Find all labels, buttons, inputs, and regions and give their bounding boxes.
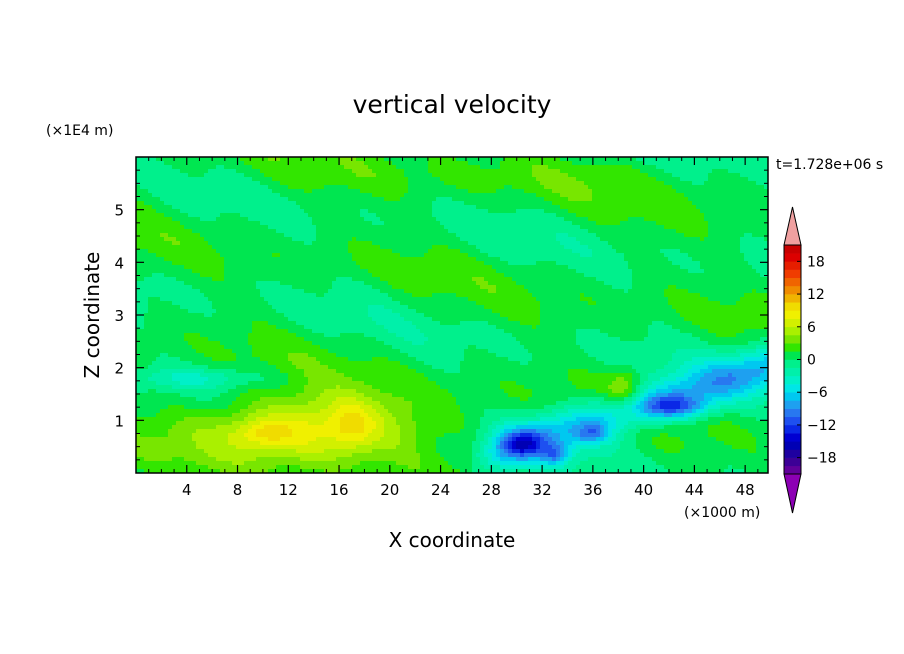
colorbar-segment [784,245,801,254]
colorbar-segment [784,424,801,434]
colorbar-segment [784,441,801,450]
colorbar-segment [784,326,801,336]
colorbar-segment [784,408,801,418]
x-tick-label: 12 [279,481,298,499]
x-tick-label: 28 [482,481,501,499]
colorbar-segment [784,343,801,352]
x-axis-label: X coordinate [389,528,516,552]
x-tick-label: 16 [330,481,349,499]
colorbar-segment [784,416,801,426]
colorbar-over-triangle [783,206,802,246]
x-tick-label: 20 [380,481,399,499]
x-tick-label: 40 [634,481,653,499]
colorbar-segment [784,400,801,409]
y-tick-label: 4 [114,254,124,272]
y-unit-label: (×1E4 m) [46,123,113,139]
x-tick-label: 8 [233,481,243,499]
colorbar-tick-label: −18 [807,451,837,467]
y-tick-label: 5 [114,202,124,220]
colorbar-tick-label: 12 [807,287,825,303]
x-unit-label: (×1000 m) [684,505,760,521]
colorbar-segment [784,367,801,377]
colorbar-tick-label: 6 [807,320,816,336]
y-axis-label: Z coordinate [80,252,104,379]
colorbar-segment [784,334,801,344]
colorbar-segment [784,457,801,467]
colorbar-tick-label: 0 [807,353,816,369]
colorbar-segment [784,261,801,270]
x-tick-label: 32 [533,481,552,499]
x-tick-label: 36 [583,481,602,499]
colorbar-tick-label: 18 [807,254,825,270]
colorbar-segment [784,318,801,328]
colorbar-segment [784,302,801,311]
colorbar-segment [784,310,801,319]
colorbar-segment [784,449,801,458]
colorbar: 18 12 6 0 −6 −12 −18 [783,206,837,514]
colorbar-segment [784,294,801,303]
colorbar-segment [784,433,801,442]
colorbar-segment [784,253,801,262]
colorbar-under-triangle [783,473,802,514]
x-axis-ticks: 4 8 12 16 20 24 28 32 36 40 44 48 [148,157,759,499]
colorbar-segment [784,384,801,393]
colorbar-segment [784,375,801,385]
x-tick-label: 4 [182,481,192,499]
contour-field [136,157,768,473]
colorbar-segment [784,359,801,368]
y-tick-label: 3 [114,307,124,325]
colorbar-segment [784,351,801,360]
x-tick-label: 48 [736,481,755,499]
colorbar-segment [784,465,801,475]
y-tick-label: 1 [114,412,124,430]
time-label: t=1.728e+06 s [776,157,883,173]
colorbar-tick-label: −6 [807,385,828,401]
y-tick-label: 2 [114,360,124,378]
colorbar-segment [784,392,801,401]
x-tick-label: 24 [431,481,450,499]
y-axis-ticks: 1 2 3 4 5 [114,169,768,461]
colorbar-tick-label: −12 [807,418,837,434]
colorbar-segment [784,269,801,279]
x-tick-label: 44 [685,481,704,499]
colorbar-segment [784,285,801,295]
colorbar-segment [784,277,801,287]
chart-title: vertical velocity [353,90,552,119]
